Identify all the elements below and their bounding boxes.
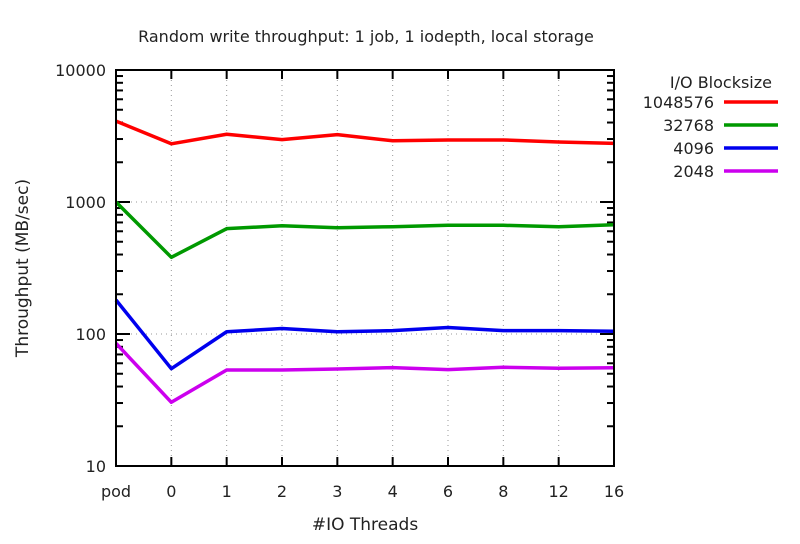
x-tick-label: 16: [604, 482, 624, 501]
y-axis-label: Throughput (MB/sec): [13, 179, 33, 358]
x-axis-label: #IO Threads: [312, 515, 418, 535]
series-line-32768: [114, 200, 615, 260]
x-tick-label: 12: [548, 482, 568, 501]
legend-label: 1048576: [643, 93, 714, 112]
legend-label: 2048: [673, 162, 714, 181]
x-tick-label: pod: [101, 482, 131, 501]
legend-label: 4096: [673, 139, 714, 158]
series-line-4096: [114, 298, 615, 371]
x-tick-label: 6: [443, 482, 453, 501]
x-tick-label: 8: [498, 482, 508, 501]
plot-frame: [115, 69, 615, 467]
x-tick-label: 2: [277, 482, 287, 501]
series-line-2048: [114, 342, 615, 405]
legend: I/O Blocksize 1048576 32768 4096 2048: [643, 73, 778, 181]
y-tick-label: 100: [75, 325, 106, 344]
y-tick-label: 10000: [55, 61, 106, 80]
series-line-1048576: [115, 119, 615, 146]
ticks: [115, 69, 615, 467]
x-tick-label: 0: [166, 482, 176, 501]
grid: [116, 70, 614, 466]
y-tick-label: 1000: [65, 193, 106, 212]
legend-label: 32768: [663, 116, 714, 135]
series-lines: [114, 119, 615, 405]
x-tick-label: 1: [222, 482, 232, 501]
y-tick-label: 10: [86, 457, 106, 476]
chart-title: Random write throughput: 1 job, 1 iodept…: [138, 27, 594, 46]
x-tick-label: 4: [388, 482, 398, 501]
legend-title: I/O Blocksize: [670, 73, 772, 92]
x-tick-label: 3: [332, 482, 342, 501]
